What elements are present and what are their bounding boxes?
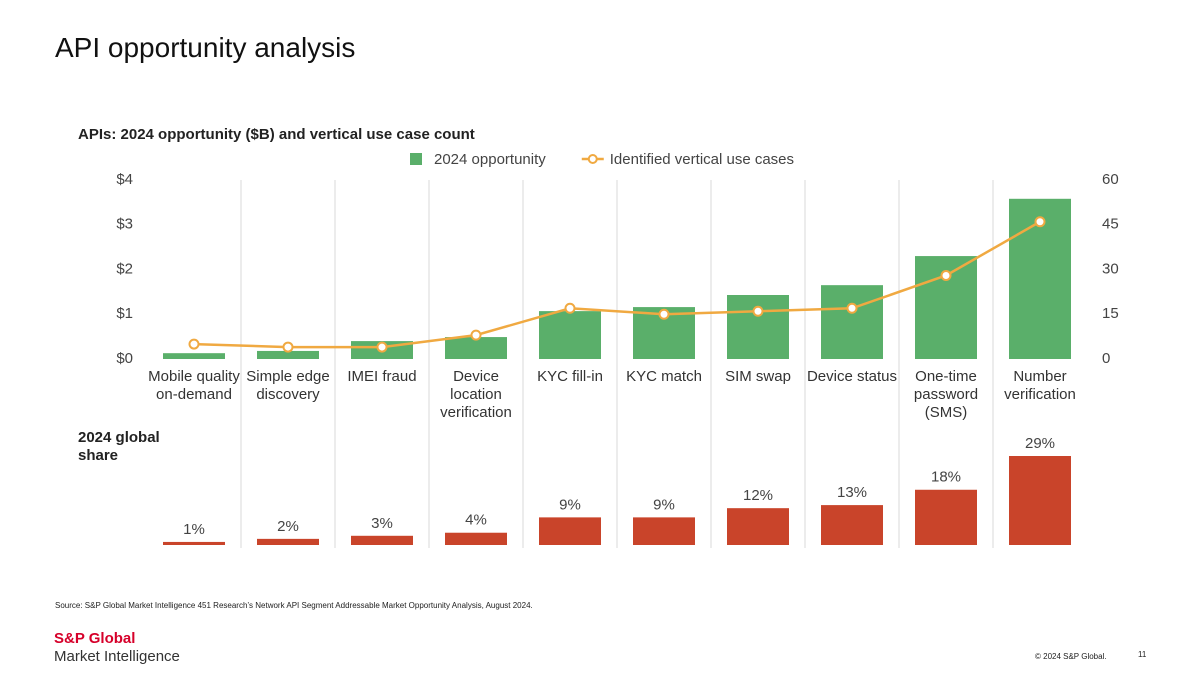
x-tick-label: Number verification (1004, 368, 1076, 403)
value-label: 9% (653, 496, 675, 513)
line-marker (658, 308, 670, 320)
value-label: 18% (931, 469, 961, 486)
y2-tick-label: 60 (1102, 171, 1119, 188)
y2-tick-label: 45 (1102, 216, 1119, 233)
line-marker (846, 302, 858, 314)
y2-tick-label: 15 (1102, 305, 1119, 322)
value-label: 2% (277, 518, 299, 535)
bar (445, 532, 507, 545)
x-tick-label: IMEI fraud (347, 368, 417, 385)
bar (163, 353, 225, 359)
bar (445, 337, 507, 359)
value-label: 29% (1025, 435, 1055, 452)
x-tick-label: SIM swap (725, 368, 791, 385)
line-marker (282, 341, 294, 353)
legend-swatch (410, 153, 422, 165)
y-tick-label: $4 (116, 171, 133, 188)
line-marker (564, 302, 576, 314)
x-tick-label: KYC match (626, 368, 702, 385)
y-tick-label: $3 (116, 216, 133, 233)
value-label: 9% (559, 496, 581, 513)
x-tick-label: Simple edge discovery (246, 368, 330, 403)
line-marker (940, 269, 952, 281)
value-label: 3% (371, 515, 393, 532)
y-tick-label: $2 (116, 260, 133, 277)
line-marker (188, 338, 200, 350)
line (193, 220, 1041, 349)
logo-subtitle: Market Intelligence (54, 648, 180, 665)
legend-label: Identified vertical use cases (610, 151, 794, 168)
value-label: 13% (837, 484, 867, 501)
bar (633, 517, 695, 545)
bar (727, 508, 789, 545)
x-tick-label: Device location verification (440, 368, 512, 421)
bar (727, 295, 789, 359)
copyright: © 2024 S&P Global. (1035, 652, 1107, 661)
line-marker (752, 305, 764, 317)
x-tick-label: Device status (806, 368, 898, 385)
bar (163, 541, 225, 545)
bar (539, 517, 601, 545)
bar (257, 538, 319, 545)
slide-title: API opportunity analysis (55, 32, 356, 63)
page-number: 11 (1138, 650, 1147, 659)
chart-title: APIs: 2024 opportunity ($B) and vertical… (78, 126, 475, 143)
x-tick-label: One-time password (SMS) (913, 368, 979, 421)
value-label: 4% (465, 512, 487, 529)
bar (1009, 456, 1071, 545)
bar (351, 535, 413, 545)
logo: S&P Global (54, 630, 136, 647)
source: Source: S&P Global Market Intelligence 4… (55, 601, 533, 610)
y-tick-label: $0 (116, 350, 133, 367)
y2-tick-label: 0 (1102, 350, 1110, 367)
x-tick-label: KYC fill-in (537, 368, 603, 385)
chart-title: 2024 global share (78, 429, 160, 464)
value-label: 12% (743, 487, 773, 504)
bar (257, 350, 319, 359)
line-marker (1034, 216, 1046, 228)
bar (539, 311, 601, 359)
line-marker (376, 341, 388, 353)
x-tick-label: Mobile quality on-demand (148, 368, 240, 403)
y-tick-label: $1 (116, 305, 133, 322)
bar (821, 505, 883, 545)
bar (821, 285, 883, 359)
legend-swatch (587, 154, 598, 164)
y2-tick-label: 30 (1102, 260, 1119, 277)
line-marker (470, 329, 482, 341)
legend-label: 2024 opportunity (434, 151, 546, 168)
value-label: 1% (183, 521, 205, 538)
bar (915, 489, 977, 545)
